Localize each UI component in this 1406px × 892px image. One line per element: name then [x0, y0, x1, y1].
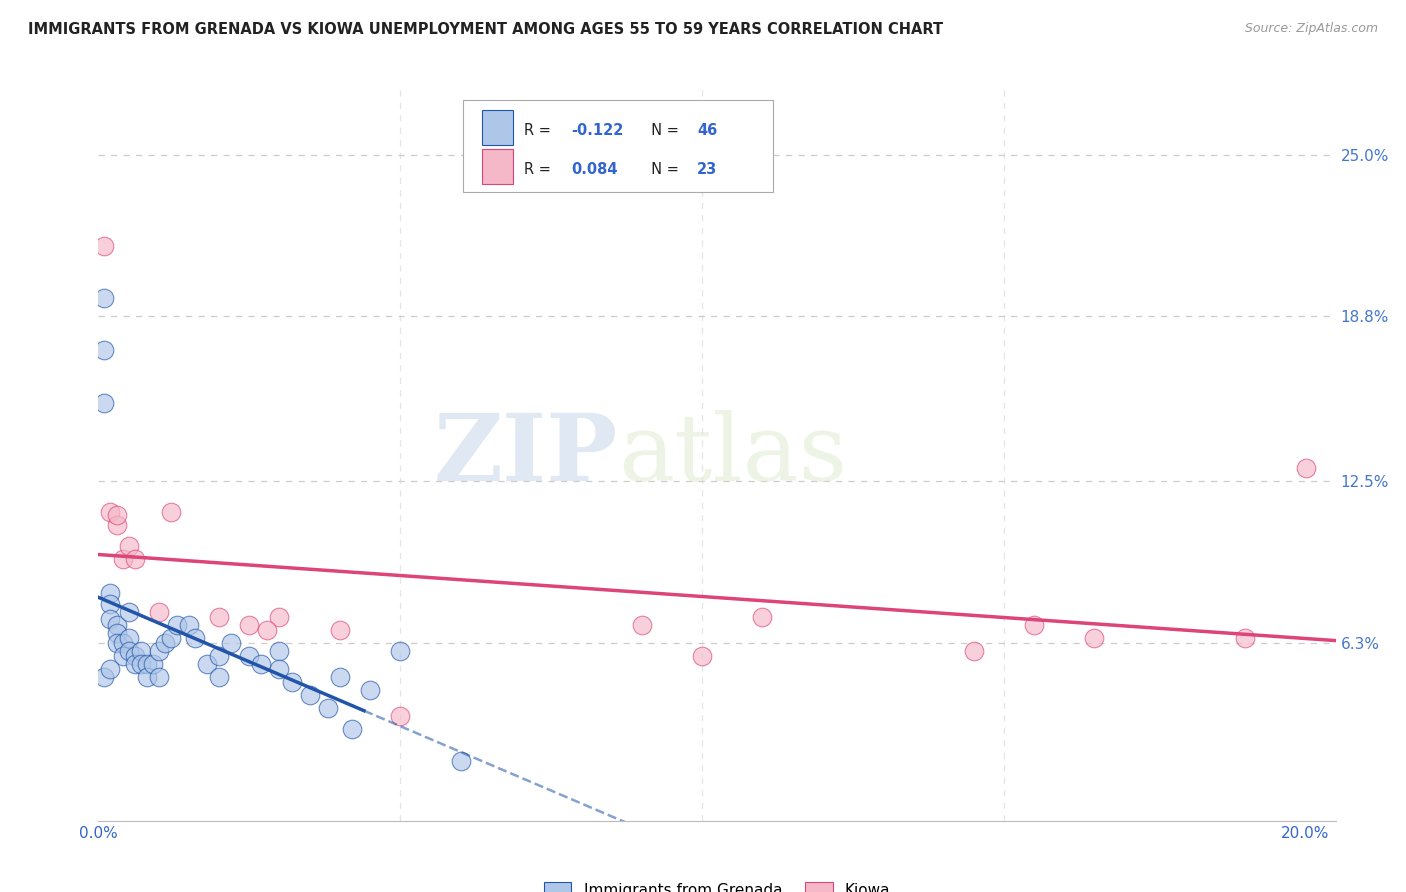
Point — [93, 343, 115, 358]
Point — [148, 605, 170, 619]
Point — [124, 649, 146, 664]
Point — [117, 605, 139, 619]
Point — [117, 644, 139, 658]
Point — [1083, 631, 1105, 645]
Text: R =: R = — [524, 123, 555, 138]
Point — [166, 617, 188, 632]
Point — [208, 670, 231, 684]
Legend: Immigrants from Grenada, Kiowa: Immigrants from Grenada, Kiowa — [537, 876, 897, 892]
Text: -0.122: -0.122 — [571, 123, 623, 138]
Text: 0.084: 0.084 — [571, 162, 617, 177]
Point — [100, 597, 122, 611]
Point — [129, 657, 152, 671]
Text: atlas: atlas — [619, 410, 848, 500]
Text: N =: N = — [641, 162, 683, 177]
Point — [100, 662, 122, 676]
Point — [153, 636, 176, 650]
Point — [630, 617, 652, 632]
Point — [389, 709, 412, 723]
Point — [269, 644, 291, 658]
Point — [105, 508, 128, 522]
Point — [329, 670, 352, 684]
Point — [160, 505, 183, 519]
Point — [148, 644, 170, 658]
Point — [129, 644, 152, 658]
Point — [105, 636, 128, 650]
Point — [105, 625, 128, 640]
Point — [238, 649, 260, 664]
Point — [329, 623, 352, 637]
Point — [184, 631, 207, 645]
Point — [117, 631, 139, 645]
Point — [100, 505, 122, 519]
Point — [208, 610, 231, 624]
Text: N =: N = — [641, 123, 683, 138]
Point — [135, 657, 157, 671]
Point — [1022, 617, 1045, 632]
Point — [111, 649, 134, 664]
Point — [269, 610, 291, 624]
Point — [1234, 631, 1257, 645]
Point — [690, 649, 713, 664]
Point — [1295, 461, 1317, 475]
Point — [135, 670, 157, 684]
Point — [124, 657, 146, 671]
Point — [269, 662, 291, 676]
Point — [142, 657, 165, 671]
FancyBboxPatch shape — [482, 111, 513, 145]
Point — [105, 518, 128, 533]
Text: R =: R = — [524, 162, 555, 177]
FancyBboxPatch shape — [482, 149, 513, 184]
Point — [316, 701, 339, 715]
Point — [93, 291, 115, 305]
Point — [100, 613, 122, 627]
Point — [177, 617, 200, 632]
Point — [238, 617, 260, 632]
Point — [359, 683, 381, 698]
Point — [111, 636, 134, 650]
Text: IMMIGRANTS FROM GRENADA VS KIOWA UNEMPLOYMENT AMONG AGES 55 TO 59 YEARS CORRELAT: IMMIGRANTS FROM GRENADA VS KIOWA UNEMPLO… — [28, 22, 943, 37]
Point — [148, 670, 170, 684]
Point — [298, 688, 321, 702]
Point — [100, 586, 122, 600]
Point — [250, 657, 273, 671]
Text: 23: 23 — [697, 162, 717, 177]
FancyBboxPatch shape — [464, 100, 773, 192]
Point — [160, 631, 183, 645]
Point — [93, 670, 115, 684]
Point — [219, 636, 242, 650]
Text: ZIP: ZIP — [434, 410, 619, 500]
Point — [280, 675, 302, 690]
Point — [93, 395, 115, 409]
Point — [751, 610, 773, 624]
Point — [93, 239, 115, 253]
Point — [195, 657, 218, 671]
Point — [124, 552, 146, 566]
Point — [389, 644, 412, 658]
Point — [962, 644, 984, 658]
Point — [340, 723, 363, 737]
Point — [117, 539, 139, 553]
Text: Source: ZipAtlas.com: Source: ZipAtlas.com — [1244, 22, 1378, 36]
Text: 46: 46 — [697, 123, 717, 138]
Point — [256, 623, 278, 637]
Point — [111, 552, 134, 566]
Point — [450, 754, 472, 768]
Point — [105, 617, 128, 632]
Point — [208, 649, 231, 664]
